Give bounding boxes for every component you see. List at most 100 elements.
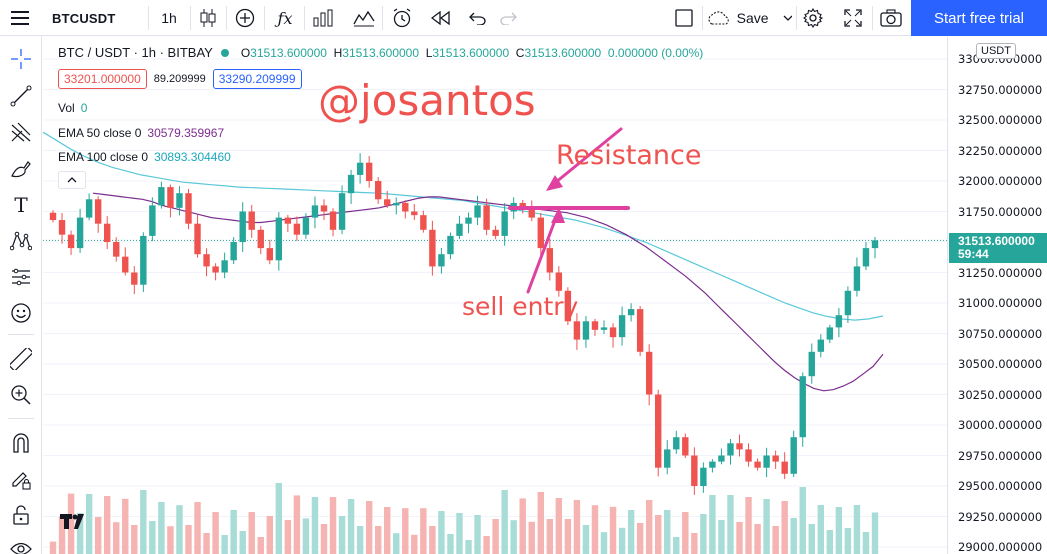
volume-bar [781,501,788,554]
fib-tool[interactable] [4,117,38,147]
settings-button[interactable] [798,0,828,36]
fullscreen-button[interactable] [838,0,868,36]
price-tick-label: 29500.000000 [958,479,1043,493]
crosshair-tool[interactable] [4,44,38,74]
candle-body [185,193,192,224]
chart-pane[interactable] [43,37,947,554]
alert-button[interactable] [386,0,418,36]
redo-icon [500,12,517,25]
zoom-tool[interactable] [4,380,38,410]
volume-bar [510,520,517,554]
candle-body [103,223,111,242]
volume-bar [248,512,255,554]
volume-bar [194,502,201,554]
volume-bar [862,532,870,554]
pattern-tool[interactable] [4,226,38,256]
volume-bar [302,518,310,554]
redo-button[interactable] [494,0,522,36]
candle-body [745,449,752,462]
price-tick-label: 31250.000000 [958,265,1043,280]
candle-body [772,455,779,462]
candle-body [58,220,66,235]
bar-chart-icon [313,9,333,27]
ema100-legend[interactable]: EMA 100 close 0 30893.304460 [58,150,231,164]
snapshot-button[interactable] [876,0,906,36]
magnet-tool[interactable] [4,428,38,458]
volume-bar [49,541,57,554]
pencil-lock-icon [12,472,31,490]
collapse-legend-button[interactable] [58,171,86,189]
bar-countdown: 59:44 [958,247,989,261]
menu-button[interactable] [0,0,40,36]
layout-button[interactable] [668,0,700,36]
candle-body [483,205,490,230]
templates-button[interactable] [308,0,338,36]
interval-button[interactable]: 1h [161,10,177,26]
price-chart[interactable] [43,37,947,554]
candle-body [194,223,201,255]
candle-body [67,234,75,249]
forecast-icon [12,268,30,286]
replay-button[interactable] [348,0,380,36]
bar-replay-button[interactable] [426,0,456,36]
candle-body [402,202,409,212]
volume-bar [727,495,734,554]
icon-tool[interactable] [4,298,38,328]
currency-badge[interactable]: USDT [976,43,1016,59]
candle-body [501,211,508,236]
ema50-line [92,192,884,392]
buy-button[interactable]: 33290.209999 [212,69,302,89]
start-free-trial-button[interactable]: Start free trial [911,0,1047,36]
volume-bar [140,490,147,554]
undo-button[interactable] [464,0,492,36]
hamburger-icon [11,11,29,25]
volume-bar [275,483,283,554]
trend-line-tool[interactable] [4,81,38,111]
magnet-icon [13,433,29,453]
measure-tool[interactable] [4,344,38,374]
lock-drawings-tool[interactable] [4,500,38,530]
plus-circle-icon [235,8,255,28]
sell-button[interactable]: 33201.000000 [58,69,147,89]
volume-bar [844,528,852,554]
volume-bar [203,533,210,554]
volume-bar [94,517,102,554]
hide-drawings-tool[interactable] [4,534,38,554]
candle-body [384,199,391,206]
eye-icon [10,542,32,554]
chart-type-button[interactable] [194,0,222,36]
price-tick-label: 29750.000000 [958,448,1043,463]
volume-bar [338,516,346,554]
trend-line-icon [10,85,32,107]
alarm-clock-icon [393,8,411,28]
volume-bar [122,498,129,554]
symbol-search[interactable]: BTCUSDT [52,10,116,26]
stay-in-drawing-tool[interactable] [4,464,38,494]
candle-body [682,437,689,456]
legend-title: BTC / USDT · 1h · BITBAY [58,45,213,60]
ema50-legend[interactable]: EMA 50 close 0 30579.359967 [58,126,225,140]
price-tick-label: 32750.000000 [958,82,1043,97]
indicators-button[interactable]: ƒx [268,0,302,36]
text-tool[interactable]: T [4,190,38,220]
price-tick-label: 31000.000000 [958,296,1043,310]
save-button[interactable]: Save [706,0,792,36]
rewind-icon [431,11,450,25]
candle-body [284,217,292,224]
camera-icon [880,9,902,27]
price-tick-label: 30750.000000 [958,326,1043,341]
price-axis[interactable]: 33000.000000 32750.000000 32500.000000 3225… [947,37,1047,554]
volume-bar [573,500,581,554]
brush-tool[interactable] [4,154,38,184]
spread-value: 89.209999 [153,73,206,85]
prediction-tool[interactable] [4,262,38,292]
volume-bar [85,494,93,554]
resistance-arrowhead [546,175,563,191]
candle-body [94,199,102,224]
drawing-toolbar: T [0,36,42,554]
volume-bar [582,525,590,554]
volume-bar [709,495,716,554]
compare-button[interactable] [230,0,260,36]
candle-body [49,212,57,221]
volume-legend[interactable]: Vol 0 [58,101,88,115]
